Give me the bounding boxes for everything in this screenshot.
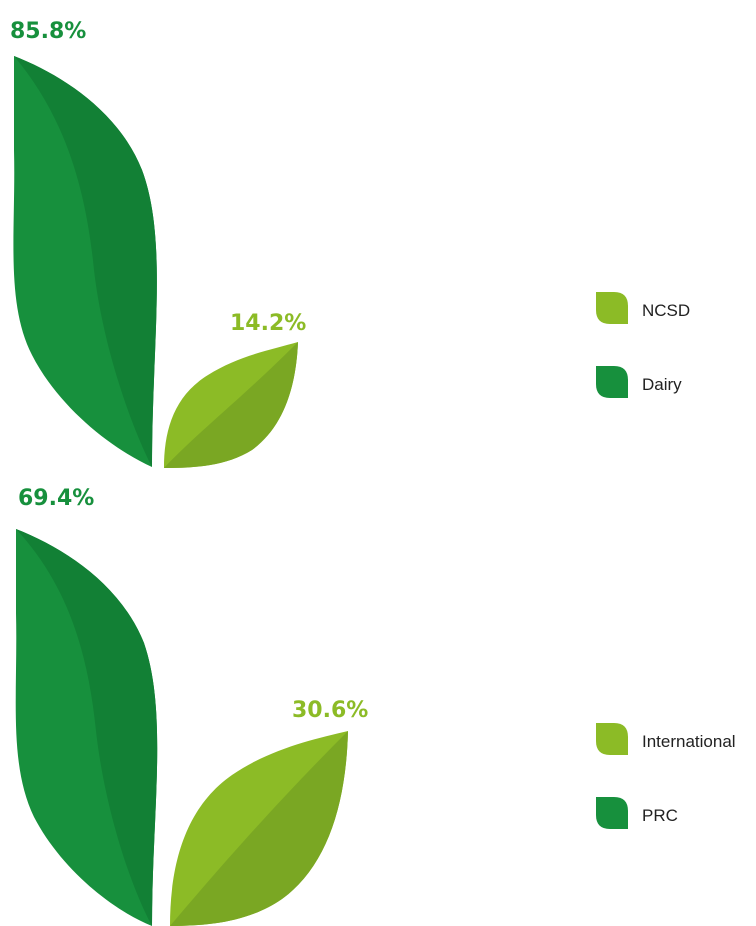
legend-2: International PRC	[596, 723, 736, 829]
leaf-large-shade	[14, 56, 157, 467]
leaf-chart-1: 85.8% 14.2% NCSD Dairy	[10, 19, 690, 468]
data-label-ncsd: 14.2%	[230, 311, 306, 336]
leaf-large-shade	[16, 529, 158, 926]
leaf-chart-1-svg: 85.8% 14.2% NCSD Dairy	[10, 19, 690, 468]
leaf-small-shade	[170, 731, 348, 926]
legend-leaf-icon-international	[596, 723, 628, 755]
legend-label-ncsd: NCSD	[642, 301, 690, 320]
data-label-dairy: 85.8%	[10, 19, 86, 44]
leaf-large	[15, 529, 158, 926]
legend-label-international: International	[642, 732, 736, 751]
data-label-international: 30.6%	[292, 698, 368, 723]
data-label-prc: 69.4%	[18, 486, 94, 511]
legend-leaf-icon-ncsd	[596, 292, 628, 324]
leaf-chart-2: 69.4% 30.6% International PRC	[0, 463, 756, 926]
legend-leaf-icon-dairy	[596, 366, 628, 398]
leaf-chart-2-svg: 69.4% 30.6% International PRC	[15, 486, 736, 926]
legend-label-dairy: Dairy	[642, 375, 682, 394]
legend-label-prc: PRC	[642, 806, 678, 825]
leaf-small-shade	[164, 342, 298, 468]
leaf-large	[13, 56, 157, 467]
leaf-small	[170, 731, 348, 926]
leaf-small	[164, 342, 298, 468]
legend-1: NCSD Dairy	[596, 292, 690, 398]
legend-leaf-icon-prc	[596, 797, 628, 829]
